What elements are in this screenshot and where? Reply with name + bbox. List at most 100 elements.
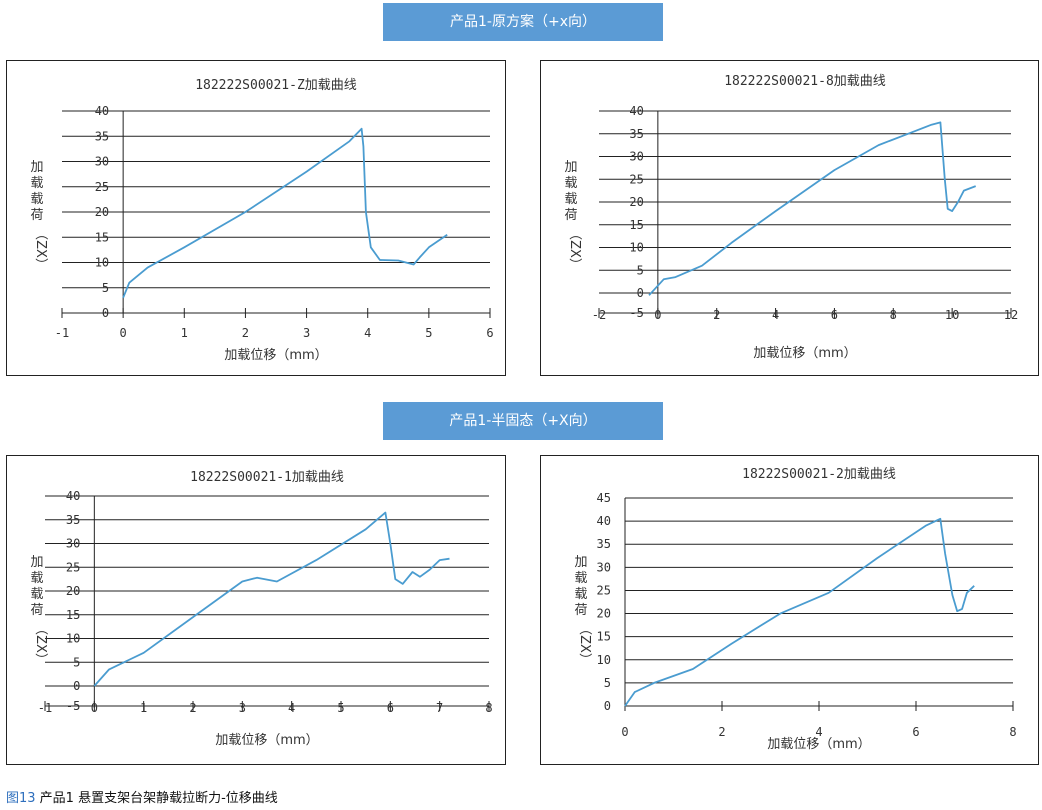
chart-panel-1: 18222S00021-1加载曲线 0 5 10 15 20 25 30 35 40 -5 -1 0 1 2… xyxy=(6,455,506,765)
chart-panel-2: 18222S00021-2加载曲线 0 5 10 15 20 25 30 35 40 45 0 2 4 6 8… xyxy=(540,455,1039,765)
y-tick-label: 40 xyxy=(629,104,643,118)
y-axis-label-char: 载 xyxy=(30,571,43,586)
x-tick-label: -1 xyxy=(55,326,69,340)
y-tick-label: 40 xyxy=(597,514,611,528)
y-tick-label: 25 xyxy=(95,180,109,194)
y-tick-label: 35 xyxy=(629,127,643,141)
x-tick-label: 7 xyxy=(436,701,443,715)
x-axis-label: 加载位移（mm） xyxy=(753,346,856,361)
y-tick-label: 25 xyxy=(629,172,643,186)
banner-original-scheme: 产品1-原方案（+x向） xyxy=(383,3,663,41)
x-tick-label: 8 xyxy=(1009,725,1016,739)
x-tick-label: 12 xyxy=(1004,308,1018,322)
x-tick-label: 4 xyxy=(364,326,371,340)
y-tick-label: 10 xyxy=(629,241,643,255)
x-tick-label: -1 xyxy=(38,701,52,715)
y-tick-label: 35 xyxy=(66,513,80,527)
x-tick-label: 8 xyxy=(485,701,492,715)
y-axis-label-unit: （ZX） xyxy=(567,227,582,271)
x-tick-label: -2 xyxy=(592,308,606,322)
y-tick-label: 0 xyxy=(637,286,644,300)
x-tick-label: 0 xyxy=(621,725,628,739)
x-tick-label: 2 xyxy=(189,701,196,715)
x-tick-label: 4 xyxy=(815,725,822,739)
chart-title: 18222S00021-1加载曲线 xyxy=(190,470,344,485)
x-tick-label: 0 xyxy=(91,701,98,715)
banner-semi-solid: 产品1-半固态（+X向） xyxy=(383,402,663,440)
x-tick-label: 5 xyxy=(337,701,344,715)
y-tick-label: 15 xyxy=(597,630,611,644)
y-axis-label-char: 荷 xyxy=(564,208,577,223)
x-axis-label: 加载位移（mm） xyxy=(224,348,327,363)
x-tick-label: 6 xyxy=(486,326,493,340)
y-axis-label-char: 荷 xyxy=(574,603,587,618)
y-tick-label: 5 xyxy=(637,263,644,277)
y-tick-label: 30 xyxy=(629,150,643,164)
y-tick-label: 25 xyxy=(66,560,80,574)
x-tick-label: 2 xyxy=(713,308,720,322)
y-tick-label: 45 xyxy=(597,491,611,505)
y-tick-label: 0 xyxy=(73,679,80,693)
y-tick-label: 30 xyxy=(597,560,611,574)
x-tick-label: 6 xyxy=(831,308,838,322)
chart-panel-z: 182222S00021-Z加载曲线 0 5 10 15 20 25 30 35 40 -1 0 1 2 3… xyxy=(6,60,506,376)
y-tick-label: 5 xyxy=(604,676,611,690)
caption-text: 产品1 悬置支架台架静载拉断力-位移曲线 xyxy=(35,791,278,806)
x-axis-label: 加载位移（mm） xyxy=(767,737,870,752)
x-tick-label: 5 xyxy=(425,326,432,340)
y-axis-label-char: 载 xyxy=(30,176,43,191)
x-tick-label: 1 xyxy=(140,701,147,715)
y-tick-label: 35 xyxy=(95,129,109,143)
chart-panel-8: 182222S00021-8加载曲线 0 5 10 15 20 25 30 35 40 -5 -2 0 2… xyxy=(540,60,1039,376)
y-tick-label: 20 xyxy=(95,205,109,219)
chart-title: 182222S00021-Z加载曲线 xyxy=(195,78,357,93)
y-tick-label: 10 xyxy=(95,256,109,270)
y-axis-label-char: 荷 xyxy=(30,603,43,618)
y-tick-label: 15 xyxy=(66,608,80,622)
y-axis-label-char: 载 xyxy=(574,571,587,586)
x-tick-label: 4 xyxy=(288,701,295,715)
x-tick-label: 6 xyxy=(912,725,919,739)
x-axis-label: 加载位移（mm） xyxy=(215,733,318,748)
chart-title: 18222S00021-2加载曲线 xyxy=(742,467,896,482)
series-line xyxy=(122,127,448,299)
y-tick-label: 40 xyxy=(95,104,109,118)
figure-caption: 图13 产品1 悬置支架台架静载拉断力-位移曲线 xyxy=(6,787,278,806)
y-axis-label-char: 荷 xyxy=(30,208,43,223)
caption-number: 图13 xyxy=(6,791,36,806)
x-tick-label: 4 xyxy=(772,308,779,322)
x-tick-label: 0 xyxy=(120,326,127,340)
chart-2-svg: 18222S00021-2加载曲线 0 5 10 15 20 25 30 35 40 45 0 2 4 6 8… xyxy=(574,467,1016,752)
y-tick-label: 25 xyxy=(597,583,611,597)
y-tick-label: 20 xyxy=(597,607,611,621)
y-tick-label: 20 xyxy=(629,195,643,209)
x-tick-label: 6 xyxy=(387,701,394,715)
y-tick-label: 30 xyxy=(66,537,80,551)
x-tick-label: 0 xyxy=(654,308,661,322)
y-axis-label-unit: （ZX） xyxy=(577,622,592,666)
x-tick-label: 8 xyxy=(890,308,897,322)
x-tick-label: 3 xyxy=(239,701,246,715)
y-tick-label: 20 xyxy=(66,584,80,598)
y-tick-label: 5 xyxy=(73,655,80,669)
y-axis-label-char: 载 xyxy=(30,192,43,207)
y-tick-label: 5 xyxy=(102,281,109,295)
y-tick-label: 30 xyxy=(95,155,109,169)
y-tick-label: 10 xyxy=(66,632,80,646)
y-tick-label: 35 xyxy=(597,537,611,551)
y-tick-label: 15 xyxy=(629,218,643,232)
y-axis-label-char: 载 xyxy=(30,587,43,602)
y-axis-label-char: 加 xyxy=(564,160,577,175)
y-axis-label-char: 加 xyxy=(30,555,43,570)
y-axis-label-unit: （ZX） xyxy=(33,227,48,271)
y-tick-label: 10 xyxy=(597,653,611,667)
x-tick-label: 3 xyxy=(303,326,310,340)
y-axis-label-char: 加 xyxy=(574,555,587,570)
series-line xyxy=(93,511,450,687)
x-tick-label: 10 xyxy=(945,308,959,322)
y-tick-label: 40 xyxy=(66,489,80,503)
x-tick-label: 2 xyxy=(718,725,725,739)
